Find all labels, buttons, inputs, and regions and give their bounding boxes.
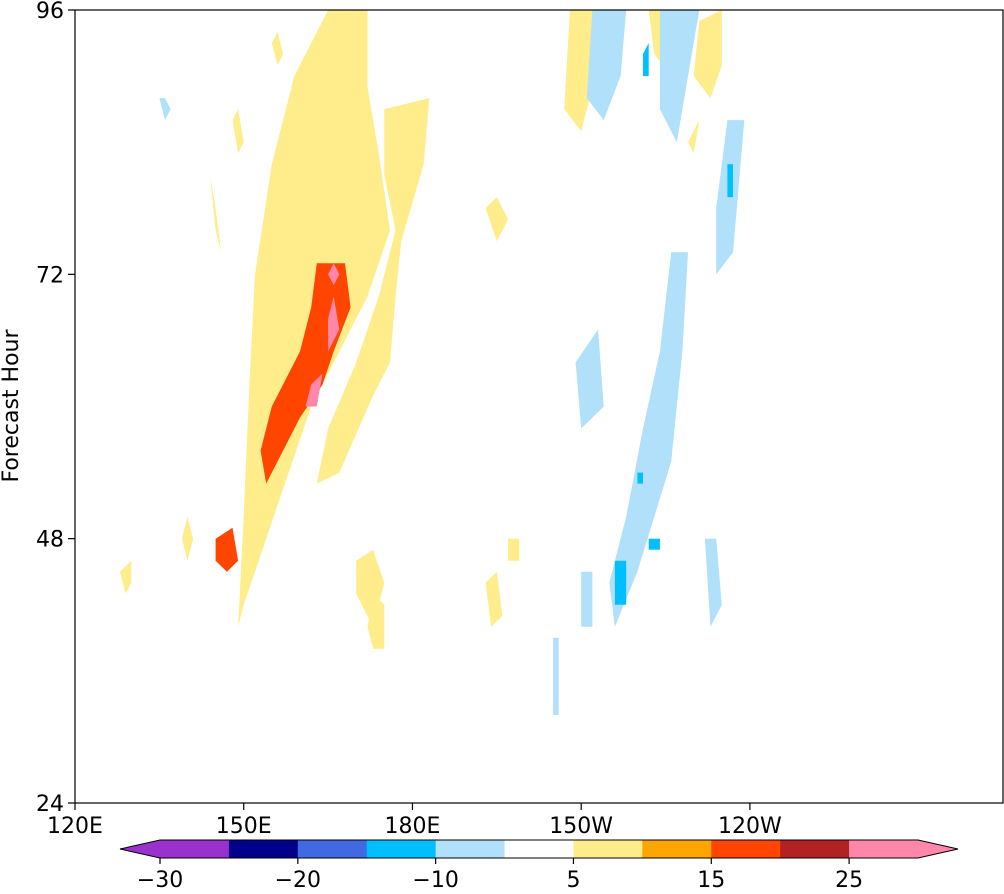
contour-region-3: [210, 175, 222, 253]
colorbar-swatch-3: [366, 840, 437, 858]
contour-region-16: [260, 263, 351, 484]
y-tick-label-1: 48: [36, 528, 64, 553]
contour-region-7: [485, 197, 509, 242]
contour-region-15: [120, 560, 132, 594]
x-tick-label-0: 120E: [47, 814, 103, 839]
colorbar-tick-label-3: 5: [566, 868, 580, 893]
colorbar-tick-label-5: 25: [835, 868, 863, 893]
colorbar-swatch-10: [849, 840, 919, 858]
contour-regions: [120, 10, 745, 715]
colorbar-tick-label-2: −10: [412, 868, 458, 893]
contour-region-31: [614, 560, 627, 605]
y-axis-ticks: 24 48 72 96: [36, 0, 75, 817]
plot-background: [75, 10, 1003, 803]
colorbar-tick-label-4: 15: [697, 868, 725, 893]
contour-region-18: [305, 373, 323, 407]
contour-region-9: [485, 571, 503, 627]
colorbar-extend-min: [120, 840, 160, 858]
contour-region-24: [609, 252, 688, 627]
contour-region-8: [508, 538, 520, 561]
contour-region-25: [575, 329, 604, 429]
x-tick-label-4: 120W: [718, 814, 782, 839]
colorbar-extend-max: [918, 840, 958, 858]
contour-region-22: [659, 10, 700, 143]
colorbar-swatch-1: [228, 840, 299, 858]
colorbar-tick-label-1: −20: [275, 868, 321, 893]
colorbar-swatch-4: [435, 840, 506, 858]
contour-region-12: [693, 10, 722, 99]
colorbar: −30 −20 −10 5 15 25: [119, 839, 959, 893]
colorbar-swatch-8: [711, 840, 781, 858]
contour-region-33: [643, 43, 649, 77]
x-tick-label-1: 150E: [216, 814, 272, 839]
contour-region-13: [688, 120, 700, 154]
contour-region-1: [316, 98, 430, 484]
contour-region-30: [648, 538, 660, 550]
y-tick-label-3: 96: [36, 0, 64, 24]
contour-region-6: [356, 549, 385, 627]
colorbar-swatch-6: [573, 840, 643, 858]
contour-region-32: [637, 472, 643, 484]
contour-region-4: [271, 32, 284, 66]
y-tick-label-2: 72: [36, 263, 64, 288]
colorbar-tick-label-0: −30: [137, 868, 183, 893]
contour-region-29: [159, 98, 171, 121]
contour-region-26: [704, 538, 722, 627]
y-tick-label-0: 24: [36, 792, 64, 817]
contour-region-34: [727, 164, 733, 198]
contour-region-2: [232, 109, 244, 154]
x-tick-label-2: 180E: [385, 814, 441, 839]
x-tick-label-3: 150W: [549, 814, 613, 839]
colorbar-swatch-2: [297, 840, 368, 858]
contour-region-28: [553, 637, 559, 715]
contour-region-20: [328, 263, 340, 286]
x-axis-ticks: 120E 150E 180E 150W 120W: [47, 803, 782, 839]
plot-frame: [74, 9, 1004, 804]
y-axis-label: Forecast Hour: [0, 329, 24, 483]
contour-region-14: [181, 516, 194, 561]
contour-region-27: [581, 571, 593, 627]
contour-region-19: [328, 296, 340, 352]
contour-region-17: [215, 527, 239, 572]
colorbar-swatch-9: [780, 840, 850, 858]
colorbar-swatch-7: [642, 840, 712, 858]
contour-region-21: [586, 10, 627, 121]
colorbar-swatch-5: [504, 840, 574, 858]
colorbar-swatch-0: [160, 840, 230, 858]
